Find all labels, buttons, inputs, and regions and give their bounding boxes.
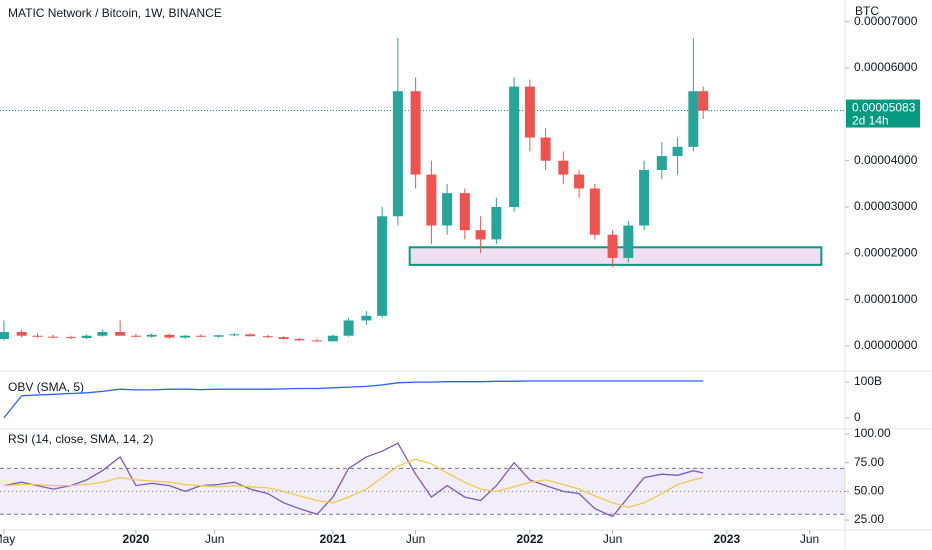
candle-body (656, 156, 667, 170)
obv-line (3, 380, 704, 419)
candle-body (377, 216, 388, 316)
candle-body (524, 86, 535, 138)
candle-body (115, 332, 126, 336)
x-tick-label: Jun (800, 532, 819, 546)
x-tick-label: 2021 (320, 532, 347, 546)
candle-body (327, 335, 338, 342)
y-tick-label: 0.00007000 (854, 14, 918, 28)
y-tick-label: 0.00002000 (854, 245, 918, 259)
candle-body (442, 193, 453, 226)
candle-body (475, 230, 486, 240)
candle-body (262, 336, 273, 338)
candle-body (540, 137, 551, 161)
price-unit: BTC (855, 4, 879, 18)
x-tick-label: 2020 (123, 532, 150, 546)
candle-body (32, 335, 43, 337)
x-tick-label: May (0, 532, 15, 546)
candle-body (294, 338, 305, 341)
candle-body (65, 337, 76, 339)
rsi-band (0, 468, 845, 515)
y-tick-label: 0.00000000 (854, 338, 918, 352)
candle-body (574, 174, 585, 189)
candle-body (16, 332, 27, 336)
x-tick-label: Jun (205, 532, 224, 546)
candle-body (459, 193, 470, 231)
rsi-line (3, 442, 704, 518)
candle-body (81, 335, 92, 339)
candle-body (146, 334, 157, 337)
candle-body (672, 146, 683, 157)
y-tick-label: 0.00004000 (854, 153, 918, 167)
candle-body (607, 234, 618, 258)
x-tick-label: 2022 (516, 532, 543, 546)
candle-body (392, 91, 403, 217)
candle-body (639, 169, 650, 226)
candle-body (623, 225, 634, 258)
y-tick-label: 50.00 (854, 484, 884, 498)
candle-body (312, 340, 323, 342)
rsi-title: RSI (14, close, SMA, 14, 2) (8, 432, 153, 446)
candle-body (491, 206, 502, 240)
candle-body (130, 335, 141, 337)
candle-body (229, 334, 240, 336)
countdown-label: 2d 14h (852, 114, 889, 128)
y-tick-label: 0.00006000 (854, 60, 918, 74)
candle-body (343, 320, 354, 336)
candle-body (278, 337, 289, 339)
chart-title: MATIC Network / Bitcoin, 1W, BINANCE (8, 6, 222, 20)
candle-body (410, 91, 421, 175)
y-tick-label: 100.00 (854, 426, 891, 440)
candle-body (180, 335, 191, 338)
y-tick-label: 0 (854, 410, 861, 424)
rsi-line (3, 458, 704, 509)
x-tick-label: Jun (603, 532, 622, 546)
last-price-box (846, 99, 920, 128)
candle-body (213, 335, 224, 337)
x-tick-label: Jun (406, 532, 425, 546)
candle-body (97, 332, 108, 336)
candle-body (0, 332, 9, 339)
y-tick-label: 0.00003000 (854, 199, 918, 213)
x-tick-label: 2023 (713, 532, 740, 546)
candle-body (509, 86, 520, 207)
obv-title: OBV (SMA, 5) (8, 380, 84, 394)
candle-body (195, 335, 206, 337)
y-tick-label: 75.00 (854, 455, 884, 469)
candle-body (688, 91, 699, 147)
candle-body (426, 174, 437, 226)
candle-body (558, 160, 569, 175)
candle-body (698, 91, 709, 111)
last-price-label: 0.00005083 (852, 101, 916, 115)
candle-body (361, 315, 372, 321)
y-tick-label: 0.00001000 (854, 292, 918, 306)
candle-body (245, 334, 256, 337)
candle-body (164, 334, 175, 338)
candle-body (589, 188, 600, 235)
y-tick-label: 25.00 (854, 512, 884, 526)
y-tick-label: 100B (854, 374, 882, 388)
candle-body (48, 336, 59, 338)
